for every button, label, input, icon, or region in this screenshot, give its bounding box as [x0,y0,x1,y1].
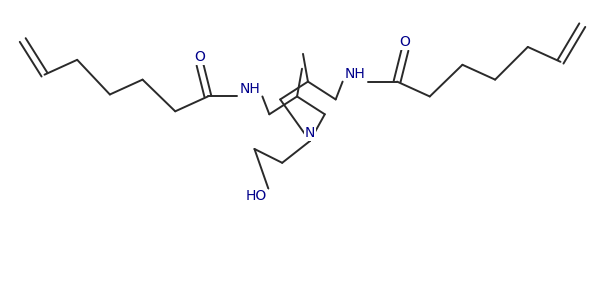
Text: N: N [305,126,315,140]
Text: O: O [195,50,206,64]
Text: O: O [399,35,410,49]
Text: NH: NH [239,81,260,96]
Text: HO: HO [246,190,267,203]
Text: NH: NH [345,67,366,81]
